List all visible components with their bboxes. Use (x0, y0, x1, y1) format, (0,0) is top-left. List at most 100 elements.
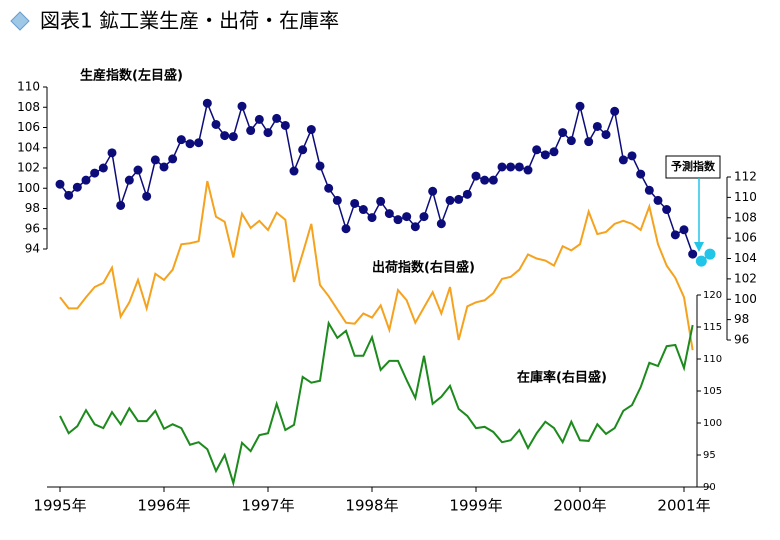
y-tick-label: 110 (17, 80, 40, 94)
series-marker (592, 121, 602, 131)
series-marker (584, 137, 594, 147)
y2-tick-label: 106 (734, 231, 757, 245)
series-marker (506, 162, 516, 172)
y3-tick-label: 110 (703, 354, 722, 365)
series-marker (263, 128, 273, 138)
series-marker (410, 222, 420, 232)
y3-tick-label: 100 (703, 418, 722, 429)
series-marker (480, 175, 490, 185)
series-marker (653, 195, 663, 205)
series-marker (90, 168, 100, 178)
y2-tick-label: 112 (734, 170, 757, 184)
annotation: 在庫率(右目盛) (517, 370, 607, 386)
series-marker (168, 154, 178, 164)
title-icon (10, 11, 30, 31)
series-marker (428, 186, 438, 196)
series-marker (194, 138, 204, 148)
series-marker (471, 171, 481, 181)
y2-tick-label: 98 (734, 312, 749, 326)
series-marker (393, 215, 403, 225)
series-marker (272, 113, 282, 123)
y3-tick-label: 95 (703, 450, 716, 461)
series-marker (280, 120, 290, 130)
series-marker (636, 169, 646, 179)
series-marker (202, 98, 212, 108)
series-marker (367, 213, 377, 223)
series-line (59, 320, 694, 488)
chart-title: 図表1 鉱工業生産・出荷・在庫率 (40, 9, 339, 33)
series-marker (549, 147, 559, 157)
series-marker (704, 248, 716, 260)
series-marker (610, 106, 620, 116)
series-marker (402, 212, 412, 222)
series-marker (159, 162, 169, 172)
series-marker (662, 205, 672, 215)
series-marker (220, 131, 230, 141)
y2-tick-label: 110 (734, 190, 757, 204)
y3-tick-label: 105 (703, 386, 722, 397)
annotation: 予測指数 (671, 159, 716, 173)
series-marker (445, 195, 455, 205)
y3-tick-label: 115 (703, 322, 722, 333)
series-marker (670, 230, 680, 240)
series-marker (72, 182, 82, 192)
series-marker (237, 101, 247, 111)
y2-tick-label: 108 (734, 210, 757, 224)
series-marker (176, 135, 186, 145)
y-tick-label: 104 (17, 140, 40, 154)
series-marker (601, 130, 611, 140)
series-marker (254, 114, 264, 124)
series-marker (341, 224, 351, 234)
series-marker (627, 151, 637, 161)
series-marker (419, 212, 429, 222)
series-marker (332, 195, 342, 205)
series-marker (289, 166, 299, 176)
x-tick-label: 1996年 (137, 497, 190, 515)
annotation: 出荷指数(右目盛) (372, 260, 475, 276)
series-marker (523, 165, 533, 175)
series-marker (575, 101, 585, 111)
series-marker (454, 194, 464, 204)
series-marker (315, 161, 325, 171)
x-tick-label: 2000年 (553, 497, 606, 515)
series-marker (497, 162, 507, 172)
series-marker (116, 200, 126, 210)
series-marker (679, 225, 689, 235)
y-tick-label: 106 (17, 120, 40, 134)
series-marker (55, 179, 65, 189)
y2-tick-label: 100 (734, 292, 757, 306)
series-marker (350, 198, 360, 208)
series-marker (211, 119, 221, 129)
series-marker (98, 163, 108, 173)
series-line (59, 180, 694, 351)
series-marker (358, 205, 368, 215)
series-marker (185, 139, 195, 149)
x-tick-label: 1999年 (449, 497, 502, 515)
x-tick-label: 2001年 (657, 497, 710, 515)
y-tick-label: 102 (17, 161, 40, 175)
y2-tick-label: 96 (734, 333, 749, 347)
series-marker (558, 128, 568, 138)
series-marker (384, 209, 394, 219)
series-marker (376, 196, 386, 206)
y-tick-label: 96 (25, 221, 40, 235)
series-marker (324, 183, 334, 193)
series-marker (462, 189, 472, 199)
series-marker (124, 175, 134, 185)
series-marker (142, 191, 152, 201)
series-marker (488, 175, 498, 185)
series-marker (246, 126, 256, 136)
series-marker (298, 145, 308, 155)
y-tick-label: 98 (25, 201, 40, 215)
series-marker (306, 125, 316, 135)
series-marker (695, 255, 707, 267)
series-marker (133, 165, 143, 175)
series-marker (150, 155, 160, 165)
series-marker (618, 155, 628, 165)
series-marker (81, 175, 91, 185)
annotation-box (665, 155, 721, 179)
annotation: 生産指数(左目盛) (80, 68, 183, 84)
series-marker (566, 136, 576, 146)
y2-tick-label: 104 (734, 251, 757, 265)
